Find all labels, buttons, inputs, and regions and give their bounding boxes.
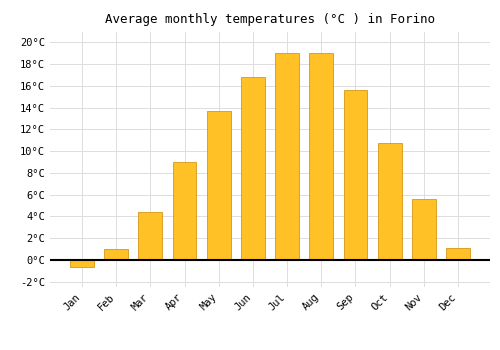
Bar bbox=[207, 111, 231, 260]
Bar bbox=[344, 90, 367, 260]
Bar bbox=[310, 53, 333, 260]
Bar bbox=[275, 53, 299, 260]
Bar bbox=[446, 248, 470, 260]
Bar bbox=[412, 199, 436, 260]
Bar bbox=[70, 260, 94, 267]
Bar bbox=[172, 162, 197, 260]
Bar bbox=[378, 144, 402, 260]
Bar bbox=[241, 77, 265, 260]
Bar bbox=[104, 249, 128, 260]
Bar bbox=[138, 212, 162, 260]
Title: Average monthly temperatures (°C ) in Forino: Average monthly temperatures (°C ) in Fo… bbox=[105, 13, 435, 26]
